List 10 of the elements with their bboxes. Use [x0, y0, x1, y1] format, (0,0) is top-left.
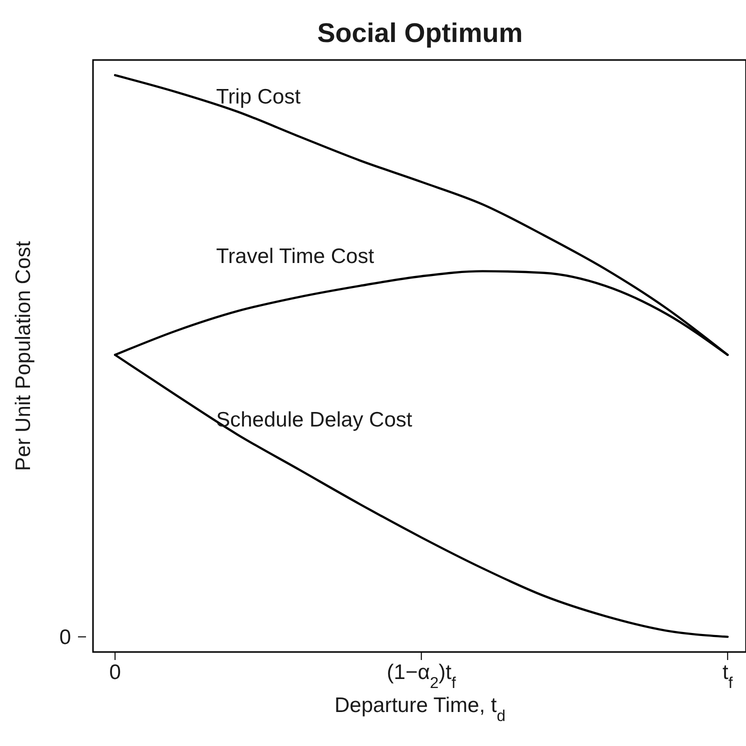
- text: 0: [59, 626, 71, 649]
- x-tick-label: 0: [109, 661, 121, 684]
- x-tick-label: t$_{f}$: [722, 661, 734, 692]
- x-tick-label: (1−α$_{2}$)t$_{f}$: [386, 661, 456, 692]
- chart-title: Social Optimum: [317, 18, 523, 48]
- series-label: Trip Cost: [216, 86, 301, 109]
- series-label: Travel Time Cost: [216, 245, 374, 268]
- x-axis-title: Departure Time, t$_{d}$: [334, 694, 506, 724]
- series-label: Schedule Delay Cost: [216, 408, 412, 432]
- y-axis-title: Per Unit Population Cost: [12, 240, 35, 471]
